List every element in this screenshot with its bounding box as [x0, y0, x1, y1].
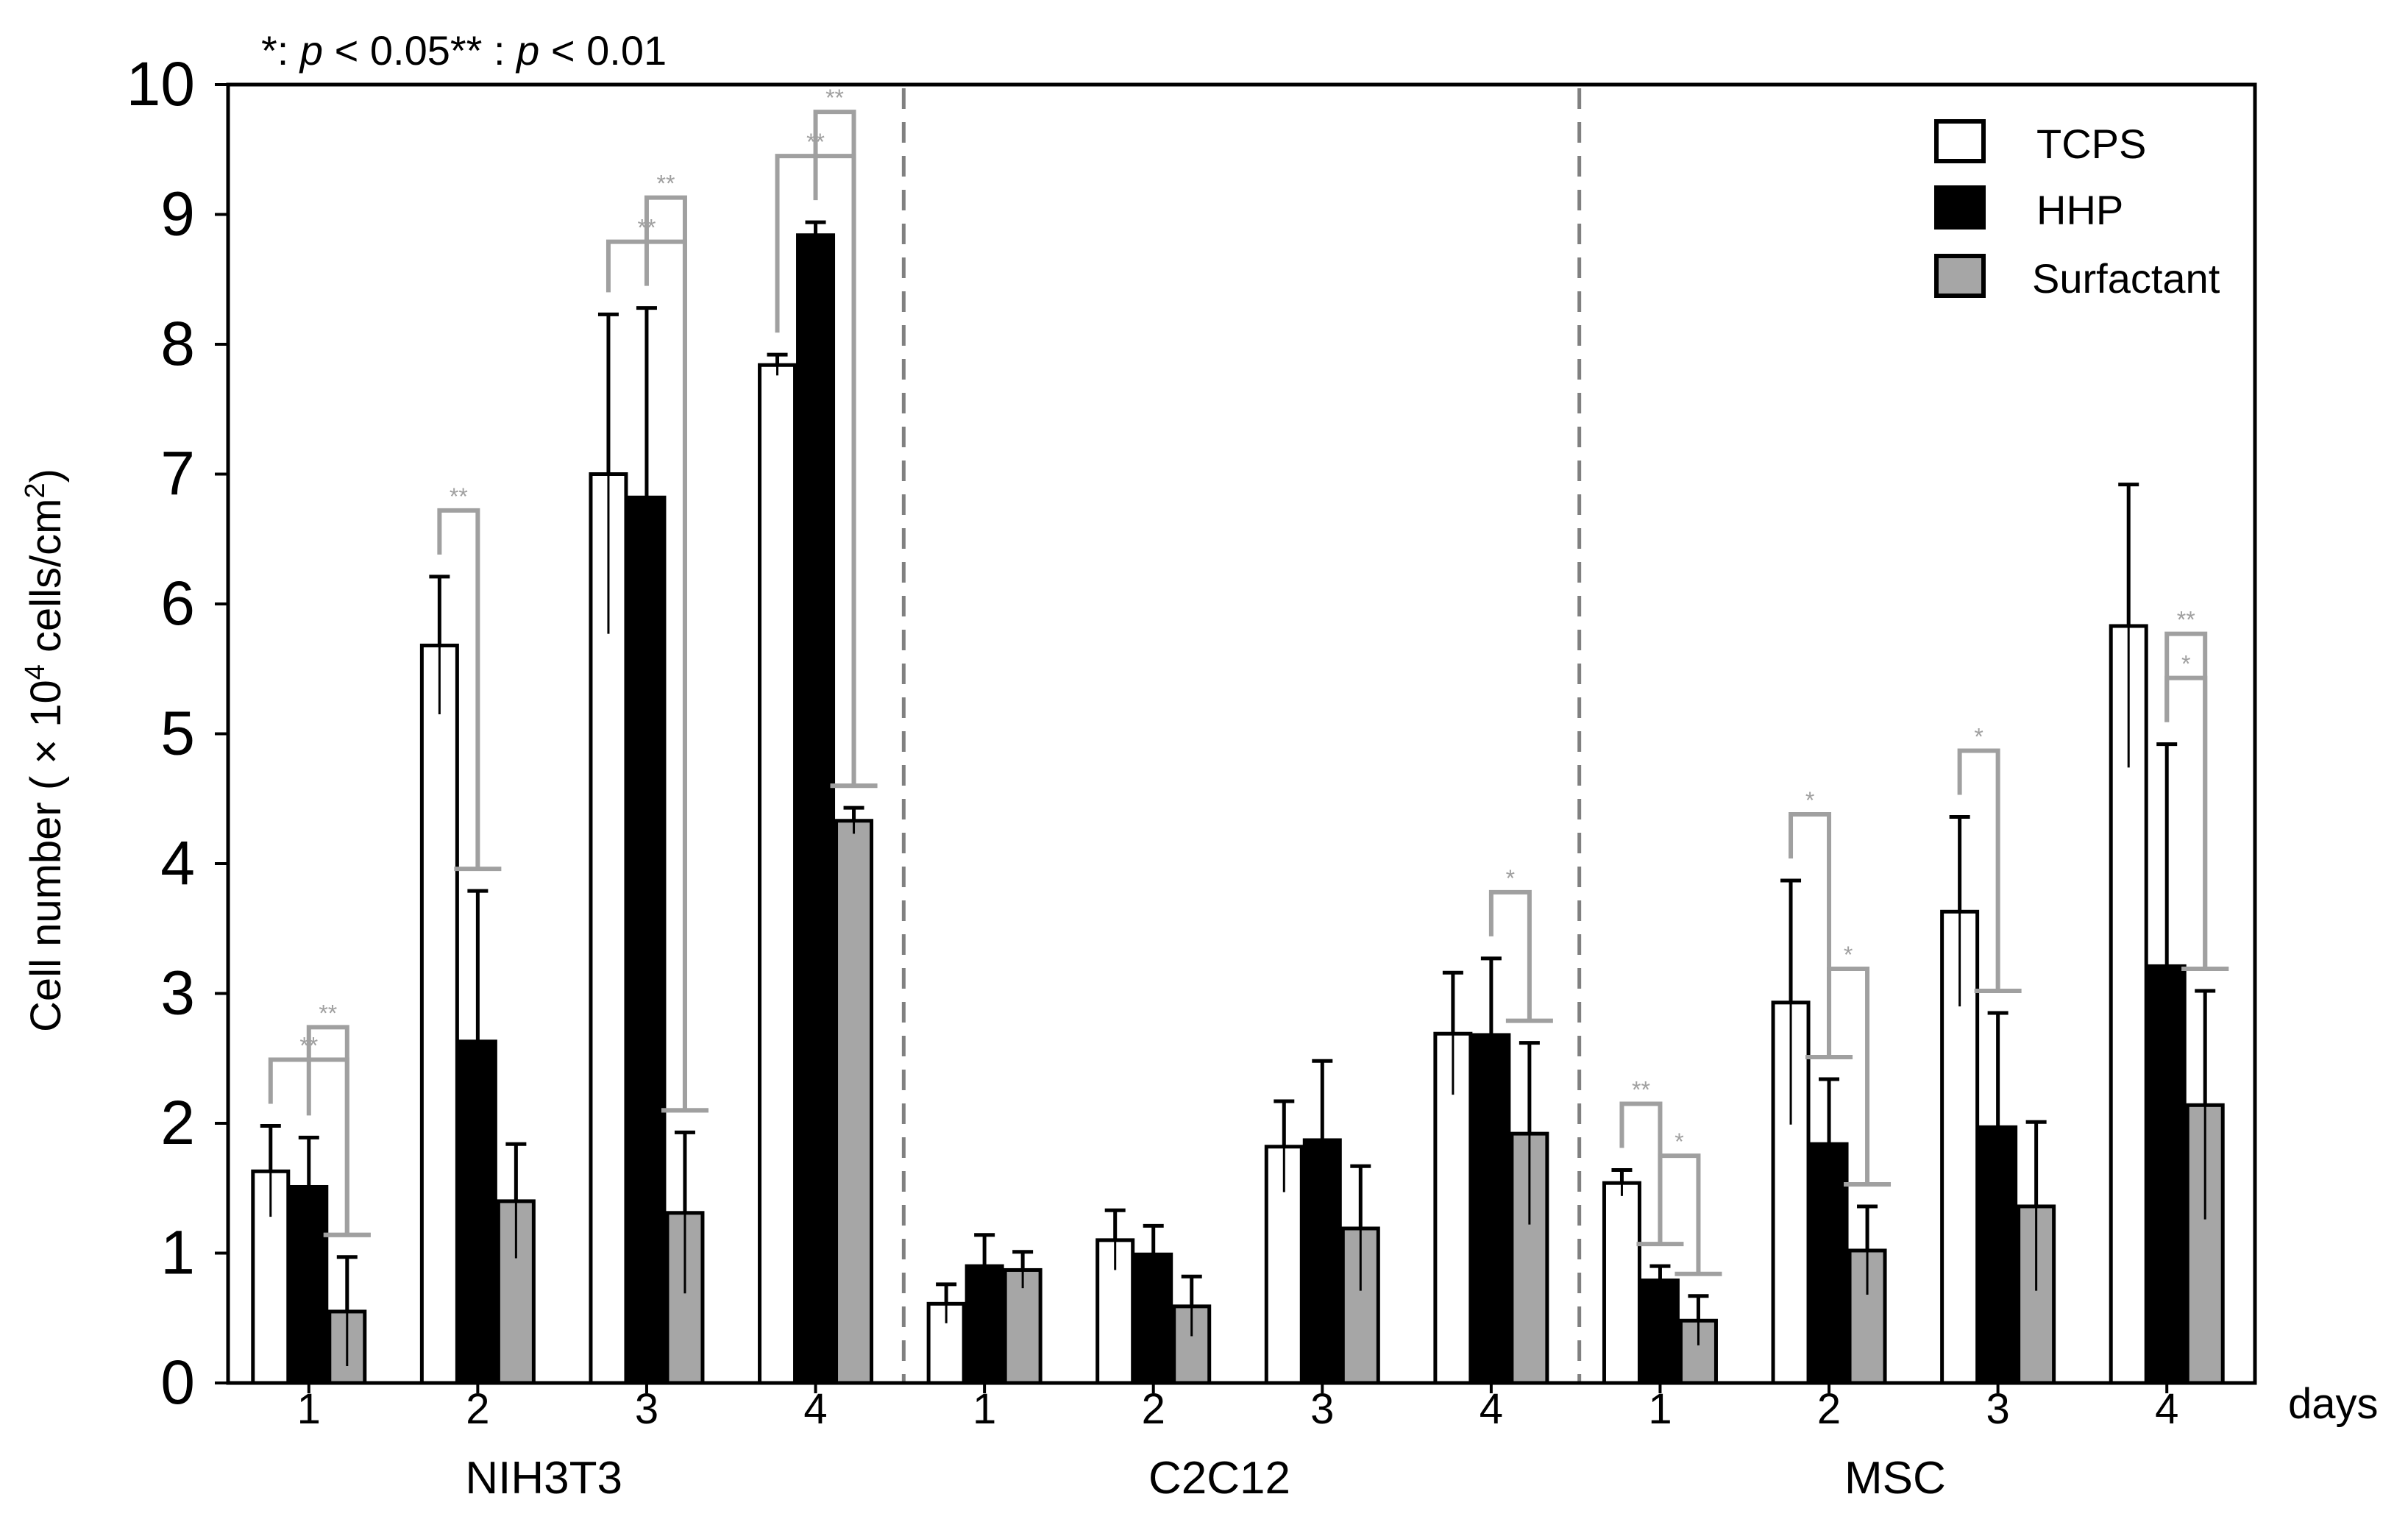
legend-label-surfactant: Surfactant [2032, 255, 2220, 302]
x-axis-title: days [2288, 1380, 2379, 1428]
significance-label: * [2181, 651, 2190, 678]
y-tick-label: 3 [160, 959, 195, 1028]
legend-swatch-hhp [1934, 185, 1986, 230]
bar-surfactant [1847, 1248, 1887, 1385]
y-axis-ticks: 0 1 2 3 4 5 6 7 8 9 10 [127, 49, 228, 1417]
y-tick-label: 10 [127, 49, 195, 118]
x-tick-label: 2 [1817, 1385, 1841, 1433]
significance-label: ** [1632, 1077, 1650, 1103]
significance-label: * [1506, 865, 1515, 892]
significance-label: ** [319, 1000, 337, 1026]
y-tick-label: 6 [160, 569, 195, 638]
x-axis-labels: 1 2 3 4 NIH3T3 1 2 3 4 C2C12 1 2 3 4 MSC [297, 1383, 2178, 1504]
significance-bracket [437, 508, 480, 870]
significance-bracket [1827, 966, 1870, 1184]
y-tick-label: 2 [160, 1088, 195, 1157]
x-tick-label: 2 [1142, 1385, 1165, 1433]
x-tick-label: 1 [1648, 1385, 1672, 1433]
significance-bracket [1658, 1153, 1701, 1274]
y-tick-label: 1 [160, 1218, 195, 1287]
legend-swatch-surfactant [1934, 254, 1986, 298]
group-label: C2C12 [1148, 1453, 1290, 1504]
significance-bracket [813, 110, 856, 786]
y-tick-label: 5 [160, 699, 195, 768]
legend-label-tcps: TCPS [2036, 121, 2146, 167]
significance-note: *: p < 0.05** : p < 0.01 [261, 27, 667, 74]
significance-label: ** [2177, 607, 2195, 633]
significance-bracket [2164, 675, 2208, 969]
significance-bracket [644, 195, 687, 1111]
significance-label: ** [825, 85, 844, 111]
x-tick-label: 3 [1986, 1385, 2009, 1433]
bar-tcps [758, 363, 798, 1385]
significance-label: * [1805, 787, 1814, 814]
y-tick-label: 0 [160, 1348, 195, 1417]
group-label: NIH3T3 [465, 1453, 622, 1504]
x-tick-label: 2 [466, 1385, 489, 1433]
significance-label: * [1674, 1128, 1683, 1155]
significance-label: * [1974, 723, 1983, 750]
x-tick-label: 1 [973, 1385, 996, 1433]
y-axis-title: Cell number ( × 104 cells/cm2) [20, 469, 70, 1032]
x-tick-label: 4 [803, 1385, 827, 1433]
legend-swatch-tcps [1934, 119, 1986, 163]
x-tick-label: 3 [1310, 1385, 1334, 1433]
significance-label: ** [657, 171, 675, 197]
x-tick-label: 3 [635, 1385, 658, 1433]
bar-surfactant [834, 819, 874, 1385]
x-tick-label: 4 [1480, 1385, 1503, 1433]
bar-hhp [1640, 1279, 1680, 1385]
group-label: MSC [1844, 1453, 1946, 1504]
significance-bracket [1789, 811, 1832, 1057]
bar-tcps [1602, 1181, 1641, 1385]
significance-brackets: ************************ [268, 85, 2229, 1276]
x-tick-label: 1 [297, 1385, 321, 1433]
y-tick-label: 8 [160, 309, 195, 378]
bars-layer [251, 220, 2225, 1385]
x-tick-label: 4 [2155, 1385, 2178, 1433]
bar-tcps [419, 643, 459, 1385]
group-separators [901, 88, 1582, 1383]
significance-label: * [1844, 942, 1853, 968]
bar-hhp [796, 233, 836, 1385]
y-tick-label: 4 [160, 828, 195, 897]
significance-bracket [1488, 889, 1532, 1021]
significance-bracket [2164, 631, 2208, 969]
legend-label-hhp: HHP [2036, 187, 2123, 233]
y-tick-label: 9 [160, 179, 195, 249]
plot-frame [226, 82, 2257, 1385]
legend: TCPS HHP Surfactant [1934, 119, 2220, 302]
y-tick-label: 7 [160, 439, 195, 508]
significance-label: ** [450, 483, 468, 510]
significance-bracket [1957, 748, 2000, 991]
significance-bracket [306, 1025, 349, 1235]
